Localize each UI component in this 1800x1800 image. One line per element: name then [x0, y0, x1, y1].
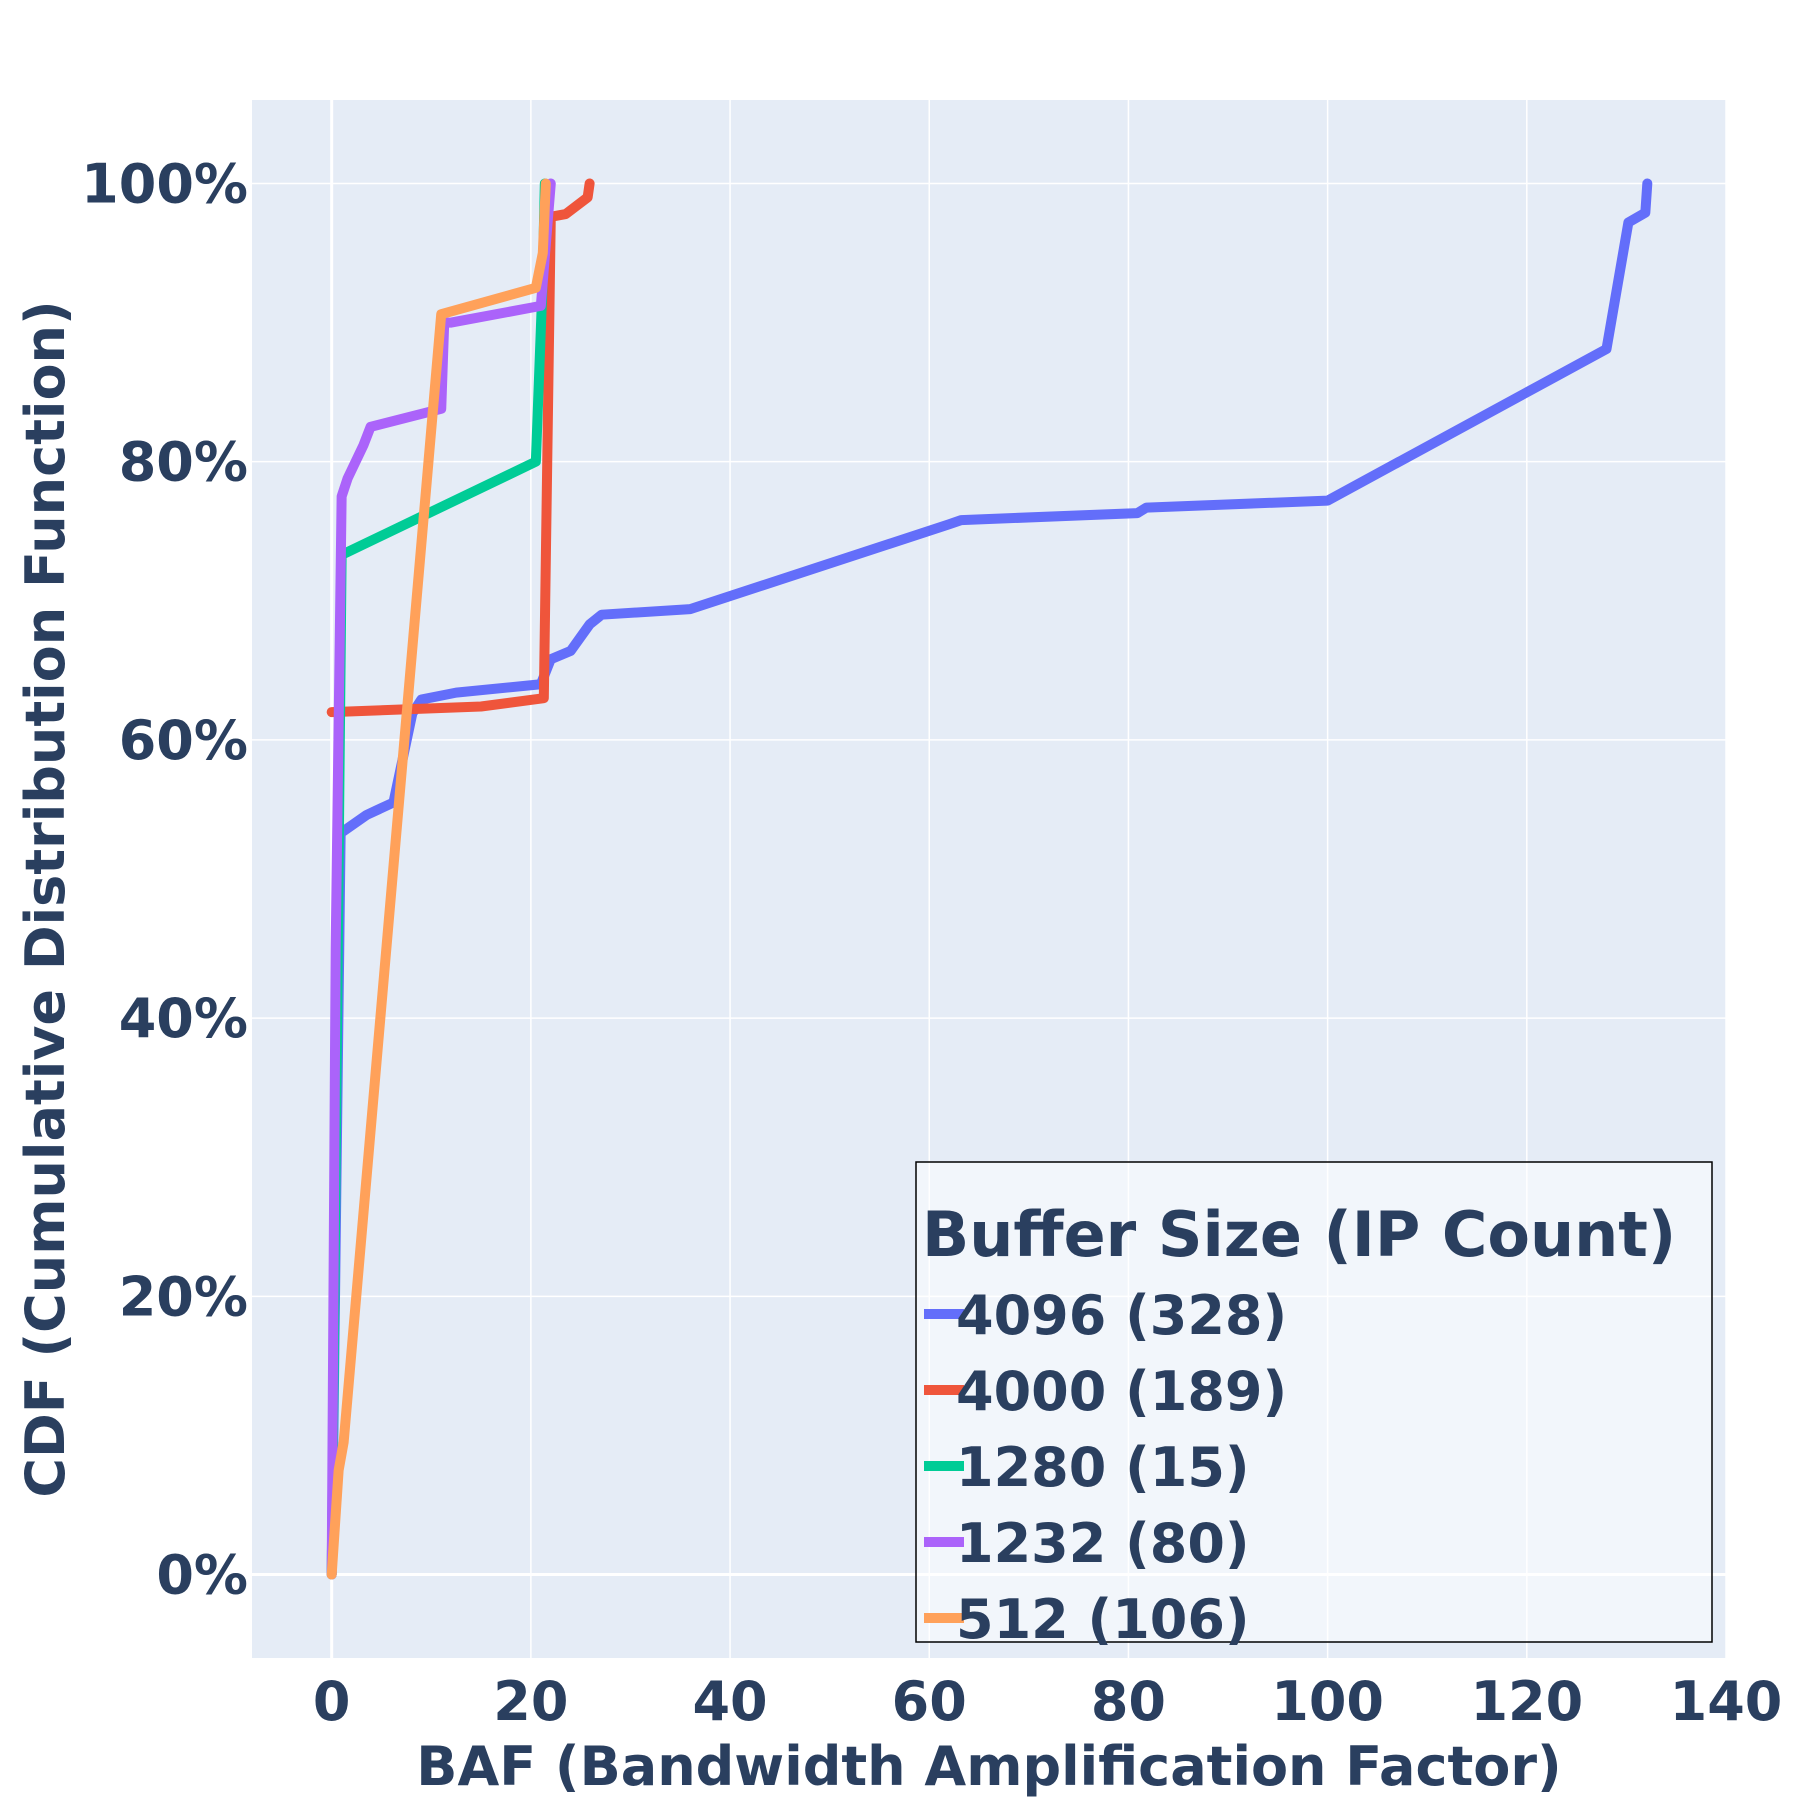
legend-items: 4096 (328) 4000 (189) 1280 (15) 1232 (80) 51… — [924, 1284, 1287, 1651]
x-tick-label: 140 — [1670, 1670, 1783, 1733]
y-tick-label: 40% — [119, 987, 248, 1050]
x-tick-label: 120 — [1470, 1670, 1583, 1733]
legend-title: Buffer Size (IP Count) — [922, 1198, 1676, 1271]
x-tick-label: 40 — [692, 1670, 767, 1733]
legend-item-label: 512 (106) — [956, 1588, 1250, 1651]
series-line — [326, 178, 551, 1580]
legend-item-label: 1232 (80) — [956, 1512, 1250, 1575]
y-tick-label: 80% — [119, 431, 248, 494]
y-axis-ticks: 0% 20% 40% 60% 80% 100% — [81, 152, 248, 1606]
x-tick-label: 100 — [1271, 1670, 1384, 1733]
x-tick-label: 20 — [493, 1670, 568, 1733]
series-line — [326, 178, 556, 1580]
x-axis-ticks: 0 20 40 60 80 100 120 140 — [313, 1670, 1782, 1733]
x-tick-label: 60 — [892, 1670, 967, 1733]
y-tick-label: 0% — [156, 1544, 248, 1607]
legend-item-label: 4096 (328) — [956, 1284, 1287, 1347]
y-axis-title: CDF (Cumulative Distribution Function) — [14, 300, 77, 1497]
legend-item-label: 4000 (189) — [956, 1360, 1287, 1423]
legend-item-label: 1280 (15) — [956, 1436, 1250, 1499]
series-lines — [326, 178, 1653, 1580]
y-tick-label: 100% — [81, 152, 248, 215]
legend: Buffer Size (IP Count) 4096 (328) 4000 (1… — [915, 1161, 1713, 1651]
x-tick-label: 0 — [313, 1670, 351, 1733]
y-tick-label: 20% — [119, 1265, 248, 1328]
y-tick-label: 60% — [119, 709, 248, 772]
legend-box — [915, 1161, 1713, 1643]
x-axis-title: BAF (Bandwidth Amplification Factor) — [416, 1735, 1561, 1798]
x-tick-label: 80 — [1091, 1670, 1166, 1733]
series-line — [326, 178, 1653, 1580]
